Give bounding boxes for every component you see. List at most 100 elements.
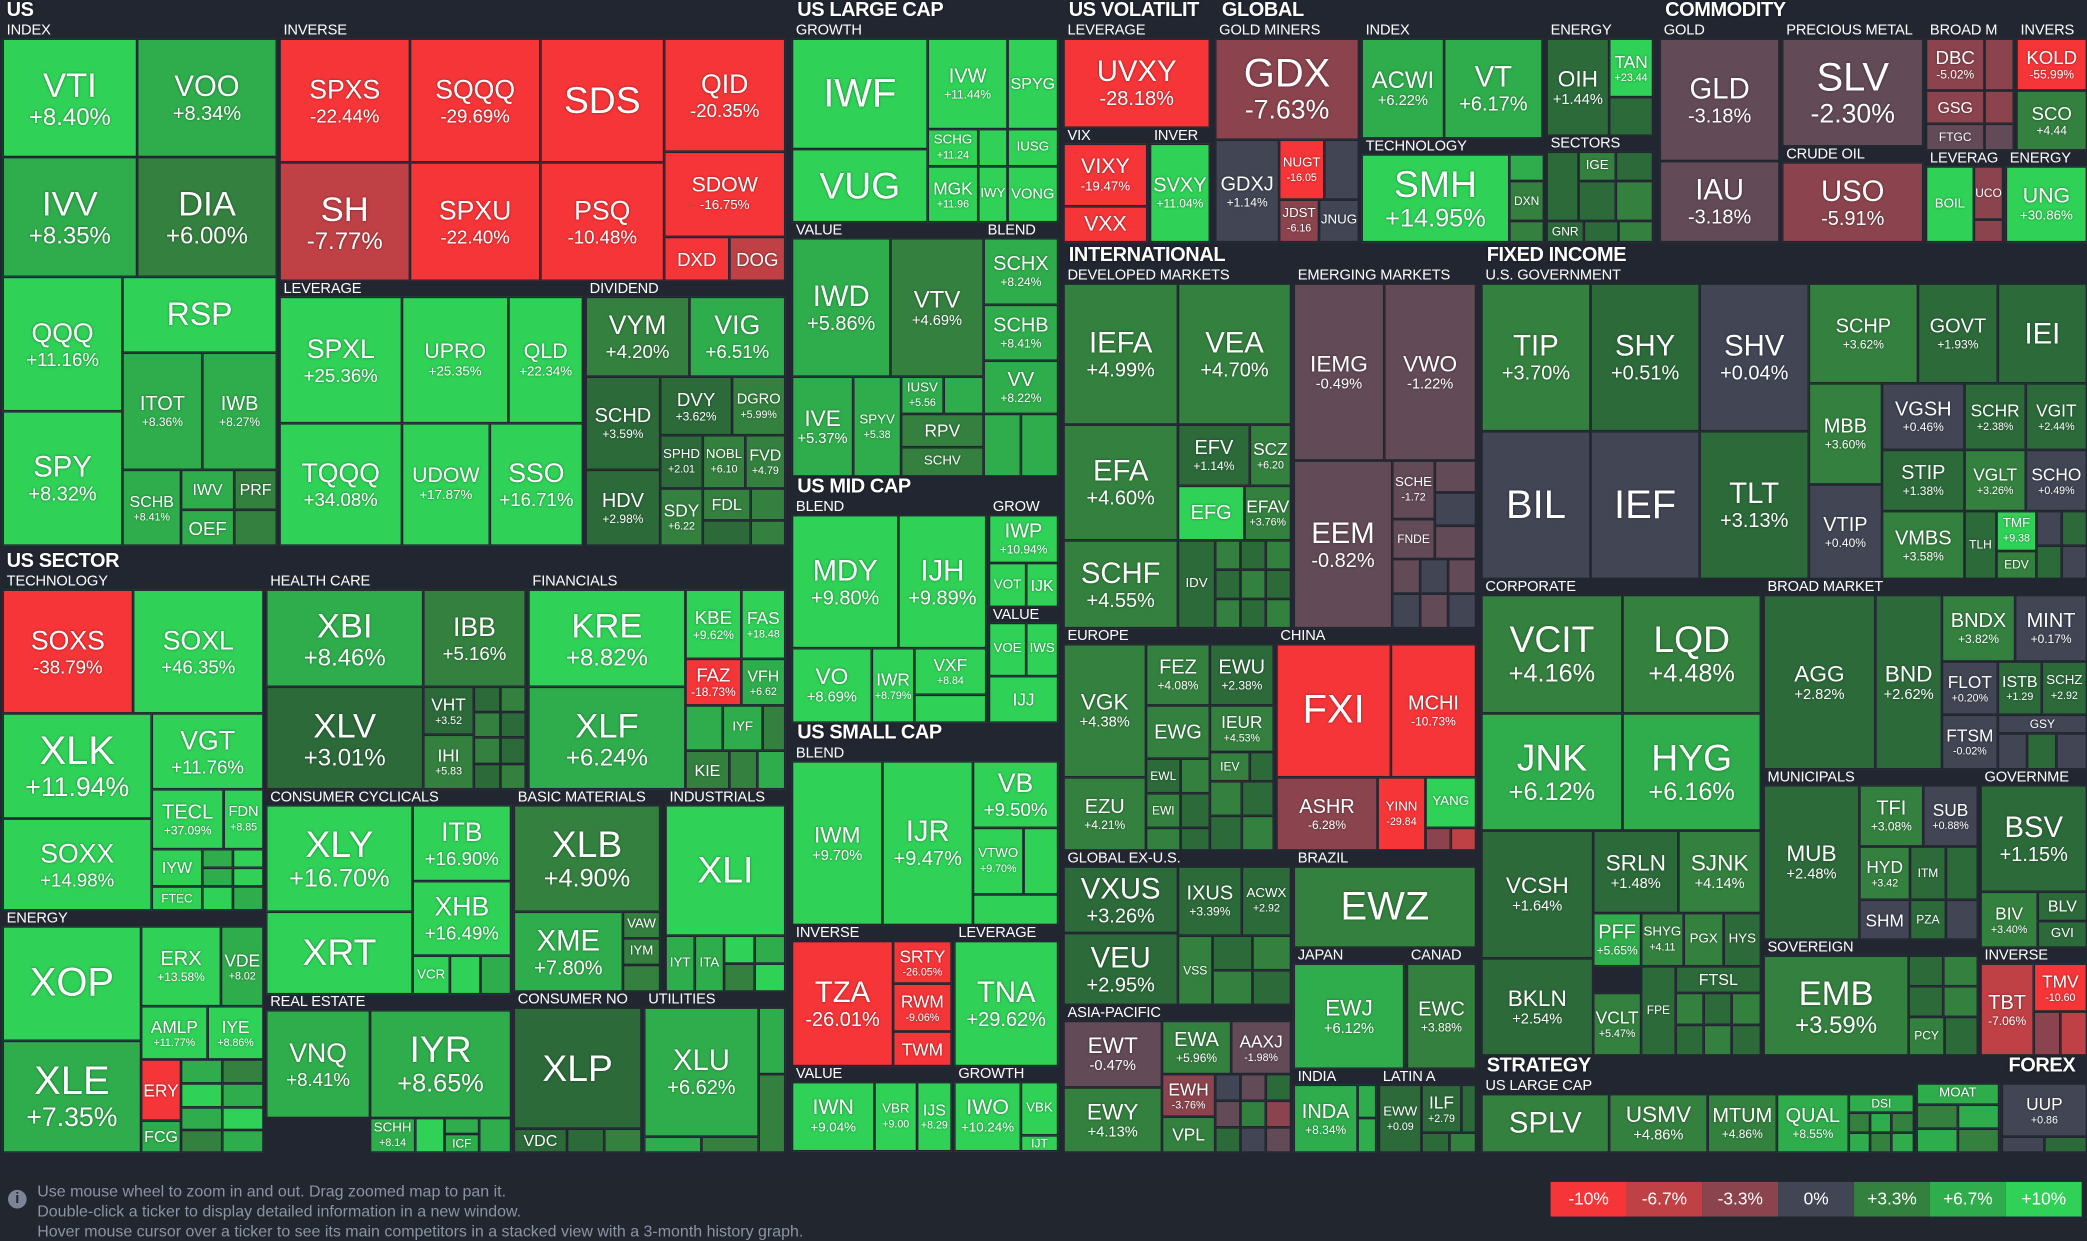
ticker-tile-pza[interactable]: PZA xyxy=(1909,899,1946,940)
ticker-tile-vcit[interactable]: VCIT +4.16% xyxy=(1481,594,1623,714)
ticker-tile-dgro[interactable]: DGRO +5.99% xyxy=(732,376,786,436)
ticker-tile-iusg[interactable]: IUSG xyxy=(1007,129,1059,167)
ticker-tile-hyd[interactable]: HYD +3.42 xyxy=(1859,846,1910,900)
ticker-tile-iwd[interactable]: IWD +5.86% xyxy=(791,238,891,377)
ticker-tile-vde[interactable]: VDE +8.02 xyxy=(220,926,264,1007)
ticker-tile-small[interactable] xyxy=(1240,598,1266,629)
ticker-tile-small[interactable] xyxy=(762,705,786,751)
ticker-tile-sco[interactable]: SCO +4.44 xyxy=(2016,90,2087,151)
ticker-tile-small[interactable] xyxy=(500,712,526,738)
ticker-tile-small[interactable] xyxy=(724,935,755,964)
ticker-tile-small[interactable] xyxy=(1509,154,1544,182)
ticker-tile-iyf[interactable]: IYF xyxy=(722,705,763,751)
ticker-tile-ewi[interactable]: EWI xyxy=(1145,793,1181,828)
ticker-tile-small[interactable] xyxy=(1908,955,1944,987)
ticker-tile-ive[interactable]: IVE +5.37% xyxy=(791,376,854,477)
ticker-tile-vv[interactable]: VV +8.22% xyxy=(983,360,1059,414)
ticker-tile-sphd[interactable]: SPHD +2.01 xyxy=(660,435,703,489)
ticker-tile-iyw[interactable]: IYW xyxy=(151,849,203,887)
ticker-tile-small[interactable] xyxy=(1215,598,1241,629)
ticker-tile-small[interactable] xyxy=(729,750,758,790)
ticker-tile-fas[interactable]: FAS +18.48 xyxy=(741,589,786,659)
ticker-tile-small[interactable] xyxy=(1916,1104,1958,1129)
ticker-tile-small[interactable] xyxy=(1249,752,1274,782)
ticker-tile-scho[interactable]: SCHO +0.49% xyxy=(2025,449,2087,512)
ticker-tile-small[interactable] xyxy=(754,963,786,992)
ticker-tile-flot[interactable]: FLOT +0.20% xyxy=(1941,661,1998,715)
ticker-tile-soxx[interactable]: SOXX +14.98% xyxy=(2,818,152,911)
ticker-tile-xle[interactable]: XLE +7.35% xyxy=(2,1040,142,1153)
ticker-tile-gld[interactable]: GLD -3.18% xyxy=(1659,38,1780,162)
ticker-tile-uco[interactable]: UCO xyxy=(1973,166,2004,220)
ticker-tile-schx[interactable]: SCHX +8.24% xyxy=(983,238,1059,305)
ticker-tile-sso[interactable]: SSO +16.71% xyxy=(489,423,583,546)
ticker-tile-emb[interactable]: EMB +3.59% xyxy=(1763,955,1909,1056)
ticker-tile-small[interactable] xyxy=(1241,815,1274,851)
ticker-tile-ewz[interactable]: EWZ xyxy=(1293,866,1477,948)
ticker-tile-sche[interactable]: SCHE -1.72 xyxy=(1392,460,1435,520)
ticker-tile-dxd[interactable]: DXD xyxy=(664,236,730,281)
ticker-tile-pff[interactable]: PFF +5.65% xyxy=(1593,913,1642,967)
ticker-tile-sub[interactable]: SUB +0.88% xyxy=(1923,785,1978,847)
ticker-tile-small[interactable] xyxy=(1957,1104,2000,1129)
ticker-tile-small[interactable] xyxy=(1215,1100,1241,1128)
ticker-tile-kre[interactable]: KRE +8.82% xyxy=(528,589,686,687)
ticker-tile-small[interactable] xyxy=(1675,1024,1704,1056)
ticker-tile-vcsh[interactable]: VCSH +1.64% xyxy=(1481,830,1594,959)
ticker-tile-small[interactable] xyxy=(1324,139,1359,200)
ticker-tile-tlh[interactable]: TLH xyxy=(1964,511,1997,579)
ticker-tile-efa[interactable]: EFA +4.60% xyxy=(1063,424,1178,541)
ticker-tile-veu[interactable]: VEU +2.95% xyxy=(1063,933,1178,1005)
ticker-tile-ijt[interactable]: IJT xyxy=(1020,1135,1059,1152)
ticker-tile-vmbs[interactable]: VMBS +3.58% xyxy=(1882,511,1965,579)
ticker-tile-small[interactable] xyxy=(972,894,1059,926)
ticker-tile-small[interactable] xyxy=(758,1007,786,1075)
ticker-tile-ixus[interactable]: IXUS +3.39% xyxy=(1177,866,1242,936)
ticker-tile-usmv[interactable]: USMV +4.86% xyxy=(1609,1094,1708,1153)
ticker-tile-faz[interactable]: FAZ -18.73% xyxy=(685,658,742,706)
ticker-tile-iwn[interactable]: IWN +9.04% xyxy=(791,1082,875,1152)
ticker-tile-ewh[interactable]: EWH -3.76% xyxy=(1161,1074,1216,1117)
ticker-tile-small[interactable] xyxy=(1209,781,1242,816)
ticker-tile-ewu[interactable]: EWU +2.38% xyxy=(1209,644,1274,706)
ticker-tile-small[interactable] xyxy=(2001,1136,2045,1153)
ticker-tile-small[interactable] xyxy=(181,1083,223,1108)
ticker-tile-small[interactable] xyxy=(1357,1084,1377,1119)
ticker-tile-schb[interactable]: SCHB +8.41% xyxy=(122,469,182,546)
ticker-tile-dbc[interactable]: DBC -5.02% xyxy=(1925,38,1985,91)
ticker-tile-small[interactable] xyxy=(914,694,987,723)
ticker-tile-small[interactable] xyxy=(222,1107,264,1131)
ticker-tile-ita[interactable]: ITA xyxy=(694,935,725,992)
ticker-tile-small[interactable] xyxy=(1265,569,1292,599)
ticker-tile-upro[interactable]: UPRO +25.35% xyxy=(401,296,509,424)
ticker-tile-rpv[interactable]: RPV xyxy=(901,413,984,448)
ticker-tile-mchi[interactable]: MCHI -10.73% xyxy=(1390,644,1477,778)
ticker-tile-small[interactable] xyxy=(1212,935,1253,971)
ticker-tile-small[interactable] xyxy=(1265,540,1292,570)
ticker-tile-uso[interactable]: USO -5.91% xyxy=(1782,162,1924,243)
ticker-tile-xli[interactable]: XLI xyxy=(665,805,786,936)
ticker-tile-iemg[interactable]: IEMG -0.49% xyxy=(1293,283,1385,461)
ticker-tile-small[interactable] xyxy=(480,955,512,995)
ticker-tile-qld[interactable]: QLD +22.34% xyxy=(508,296,583,424)
ticker-tile-ilf[interactable]: ILF +2.79 xyxy=(1421,1084,1462,1133)
ticker-tile-small[interactable] xyxy=(1945,846,1978,900)
ticker-tile-ery[interactable]: ERY xyxy=(141,1059,182,1121)
ticker-tile-spy[interactable]: SPY +8.32% xyxy=(2,411,123,546)
ticker-tile-vht[interactable]: VHT +3.52 xyxy=(423,686,474,735)
ticker-tile-small[interactable] xyxy=(1425,827,1451,851)
ticker-tile-vglt[interactable]: VGLT +3.26% xyxy=(1964,449,2026,512)
ticker-tile-mub[interactable]: MUB +2.48% xyxy=(1763,785,1860,940)
ticker-tile-small[interactable] xyxy=(1265,1127,1292,1153)
ticker-tile-small[interactable] xyxy=(181,1107,223,1131)
ticker-tile-soxl[interactable]: SOXL +46.35% xyxy=(133,589,264,714)
ticker-tile-itm[interactable]: ITM xyxy=(1909,846,1946,900)
ticker-tile-nobl[interactable]: NOBL +6.10 xyxy=(702,435,746,489)
ticker-tile-sdow[interactable]: SDOW -16.75% xyxy=(664,151,786,237)
ticker-tile-vo[interactable]: VO +8.69% xyxy=(791,648,872,723)
ticker-tile-ijk[interactable]: IJK xyxy=(1026,563,1059,607)
ticker-tile-ftsl[interactable]: FTSL xyxy=(1675,966,1761,993)
ticker-tile-ftec[interactable]: FTEC xyxy=(151,886,203,911)
ticker-tile-small[interactable] xyxy=(750,488,786,521)
ticker-tile-small[interactable] xyxy=(1943,955,1978,987)
